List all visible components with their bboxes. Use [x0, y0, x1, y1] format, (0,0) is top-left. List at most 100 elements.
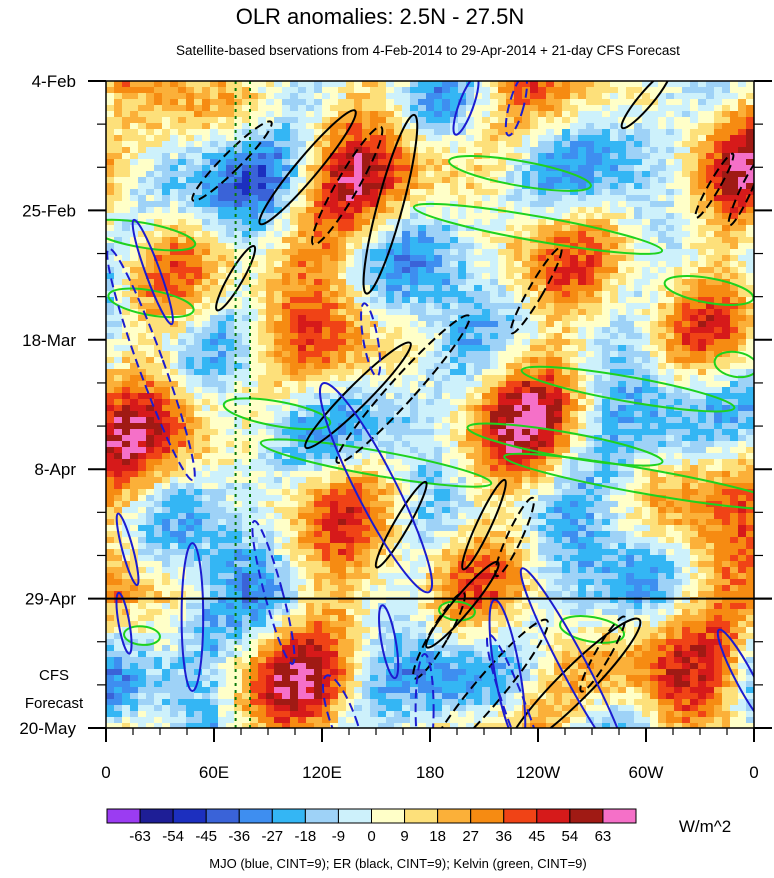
heatmap-cell [210, 387, 219, 394]
heatmap-cell [458, 207, 467, 214]
heatmap-cell [162, 411, 171, 418]
heatmap-cell [682, 111, 691, 118]
heatmap-cell [426, 153, 435, 160]
heatmap-cell [362, 321, 371, 328]
heatmap-cell [258, 279, 267, 286]
heatmap-cell [514, 363, 523, 370]
heatmap-cell [690, 327, 699, 334]
heatmap-cell [362, 273, 371, 280]
heatmap-cell [626, 285, 635, 292]
heatmap-cell [522, 129, 531, 136]
heatmap-cell [594, 249, 603, 256]
heatmap-cell [146, 399, 155, 406]
heatmap-cell [698, 381, 707, 388]
heatmap-cell [642, 261, 651, 268]
heatmap-cell [362, 339, 371, 346]
heatmap-cell [234, 225, 243, 232]
heatmap-cell [746, 369, 754, 376]
heatmap-cell [474, 171, 483, 178]
heatmap-cell [410, 219, 419, 226]
heatmap-cell [474, 321, 483, 328]
heatmap-cell [210, 363, 219, 370]
heatmap-cell [562, 441, 571, 448]
heatmap-cell [210, 159, 219, 166]
heatmap-cell [386, 249, 395, 256]
heatmap-cell [122, 165, 131, 172]
heatmap-cell [730, 357, 739, 364]
heatmap-cell [426, 111, 435, 118]
heatmap-cell [538, 369, 547, 376]
heatmap-cell [554, 255, 563, 262]
heatmap-cell [330, 381, 339, 388]
heatmap-cell [418, 351, 427, 358]
heatmap-cell [298, 333, 307, 340]
heatmap-cell [394, 123, 403, 130]
heatmap-cell [226, 81, 235, 88]
heatmap-cell [522, 273, 531, 280]
heatmap-cell [362, 237, 371, 244]
heatmap-cell [618, 279, 627, 286]
heatmap-cell [674, 135, 683, 142]
heatmap-cell [522, 309, 531, 316]
heatmap-cell [522, 243, 531, 250]
heatmap-cell [290, 381, 299, 388]
heatmap-cell [162, 333, 171, 340]
heatmap-cell [418, 333, 427, 340]
heatmap-cell [506, 87, 515, 94]
heatmap-cell [546, 231, 555, 238]
heatmap-cell [218, 207, 227, 214]
heatmap-cell [314, 207, 323, 214]
heatmap-cell [722, 111, 731, 118]
heatmap-cell [130, 153, 139, 160]
heatmap-cell [522, 435, 531, 442]
heatmap-cell [658, 375, 667, 382]
heatmap-cell [210, 411, 219, 418]
heatmap-cell [746, 375, 754, 382]
heatmap-cell [218, 231, 227, 238]
heatmap-cell [602, 135, 611, 142]
chart-title: OLR anomalies: 2.5N - 27.5N [236, 4, 525, 29]
heatmap-cell [154, 237, 163, 244]
heatmap-cell [226, 249, 235, 256]
heatmap-cell [138, 393, 147, 400]
heatmap-cell [522, 327, 531, 334]
heatmap-cell [506, 417, 515, 424]
heatmap-cell [370, 423, 379, 430]
heatmap-cell [674, 189, 683, 196]
heatmap-cell [514, 375, 523, 382]
heatmap-cell [146, 333, 155, 340]
heatmap-cell [314, 81, 323, 88]
heatmap-cell [490, 267, 499, 274]
heatmap-cell [202, 123, 211, 130]
heatmap-cell [434, 423, 443, 430]
heatmap-cell [698, 213, 707, 220]
heatmap-cell [186, 207, 195, 214]
heatmap-cell [602, 393, 611, 400]
heatmap-cell [274, 255, 283, 262]
heatmap-cell [218, 411, 227, 418]
heatmap-cell [538, 159, 547, 166]
heatmap-cell [394, 105, 403, 112]
heatmap-cell [370, 375, 379, 382]
heatmap-cell [690, 99, 699, 106]
heatmap-cell [618, 189, 627, 196]
heatmap-cell [306, 369, 315, 376]
heatmap-cell [650, 243, 659, 250]
heatmap-cell [642, 189, 651, 196]
heatmap-cell [290, 447, 299, 454]
heatmap-cell [490, 213, 499, 220]
heatmap-cell [154, 111, 163, 118]
heatmap-cell [738, 117, 747, 124]
heatmap-cell [634, 99, 643, 106]
heatmap-cell [442, 249, 451, 256]
heatmap-cell [234, 213, 243, 220]
heatmap-cell [466, 87, 475, 94]
heatmap-cell [674, 423, 683, 430]
heatmap-cell [706, 171, 715, 178]
heatmap-cell [722, 267, 731, 274]
heatmap-cell [682, 87, 691, 94]
heatmap-cell [178, 267, 187, 274]
heatmap-cell [554, 303, 563, 310]
heatmap-cell [738, 219, 747, 226]
heatmap-cell [674, 327, 683, 334]
